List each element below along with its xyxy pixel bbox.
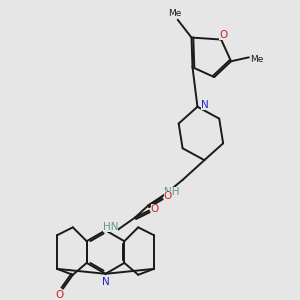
Text: O: O — [55, 290, 63, 300]
Text: O: O — [151, 204, 159, 214]
Text: Me: Me — [168, 9, 182, 18]
Text: O: O — [164, 191, 172, 201]
Text: HN: HN — [103, 222, 118, 232]
Text: O: O — [219, 30, 227, 40]
Text: N: N — [102, 277, 110, 287]
Text: N: N — [202, 100, 209, 110]
Text: NH: NH — [164, 187, 179, 197]
Text: Me: Me — [250, 55, 263, 64]
